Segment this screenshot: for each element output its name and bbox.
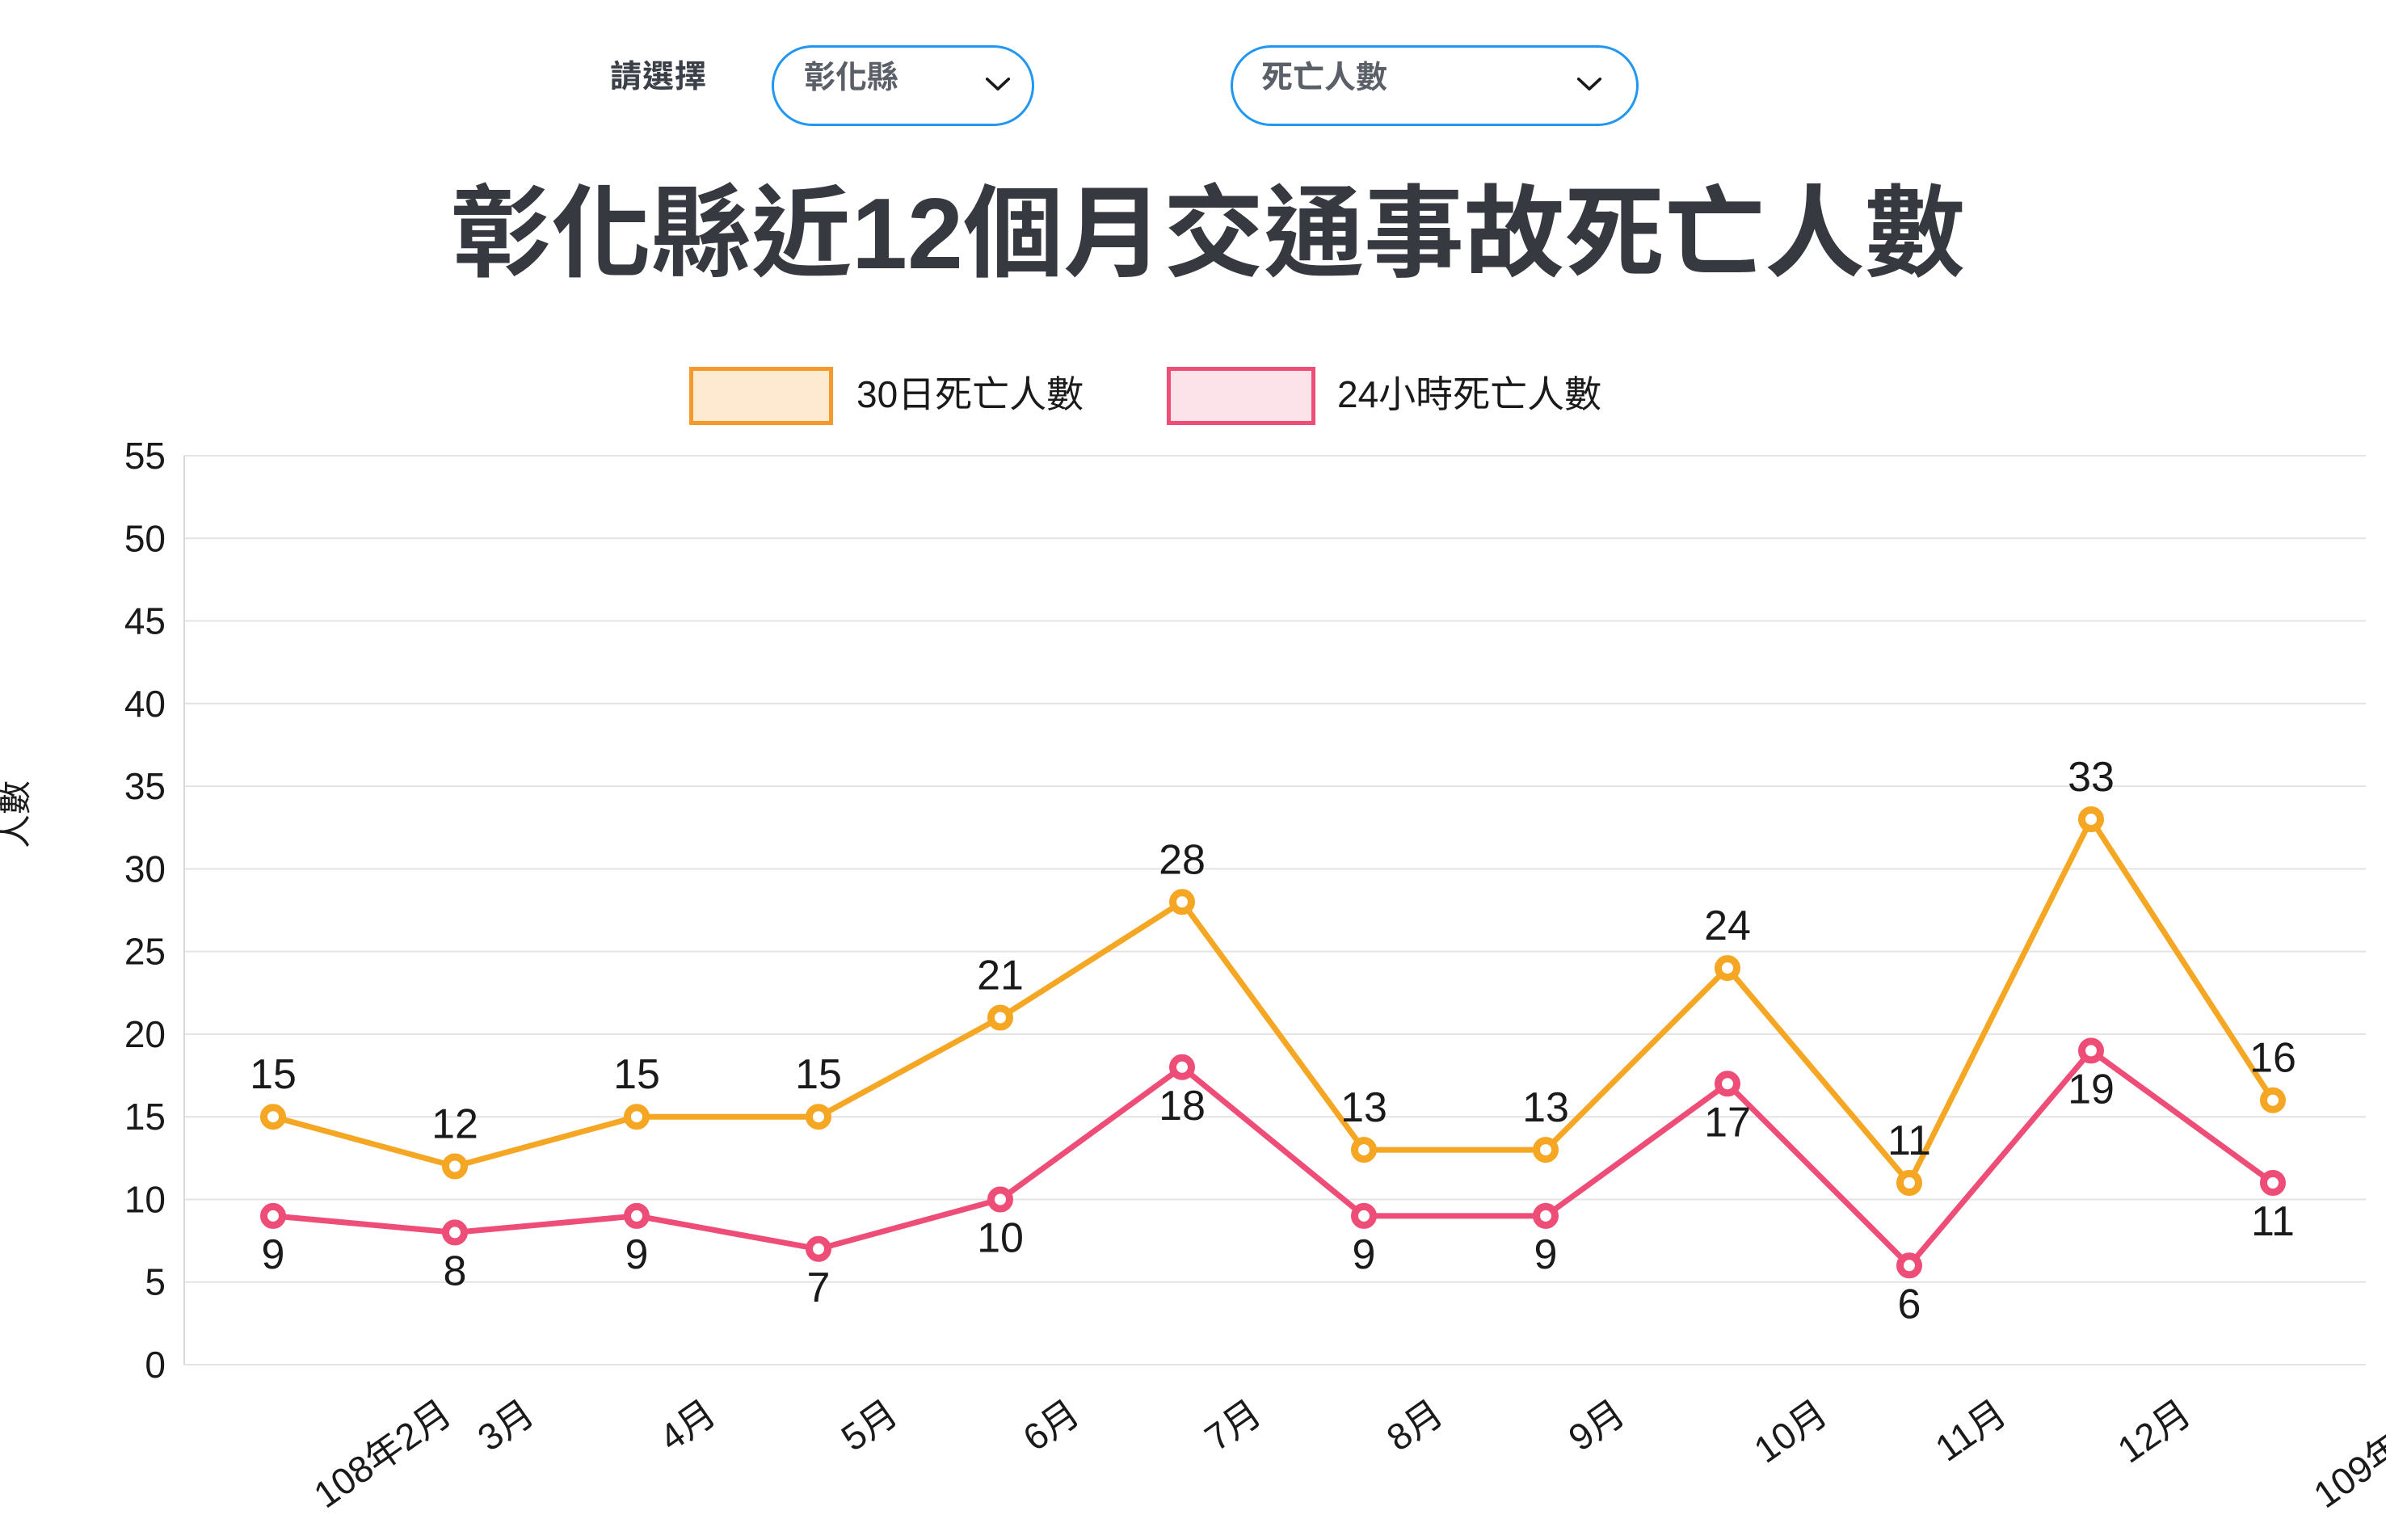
svg-text:33: 33 <box>2068 754 2115 801</box>
svg-text:6: 6 <box>1898 1281 1921 1328</box>
svg-text:10: 10 <box>977 1215 1024 1262</box>
svg-text:45: 45 <box>124 600 166 642</box>
svg-text:9: 9 <box>262 1231 285 1278</box>
svg-text:24: 24 <box>1704 903 1751 949</box>
svg-text:16: 16 <box>2249 1035 2296 1082</box>
svg-text:9: 9 <box>625 1231 649 1278</box>
svg-text:10: 10 <box>124 1179 166 1221</box>
svg-text:50: 50 <box>124 517 166 559</box>
svg-text:25: 25 <box>124 931 166 973</box>
svg-text:30: 30 <box>124 848 166 890</box>
svg-text:11: 11 <box>1887 1117 1931 1164</box>
svg-text:35: 35 <box>124 765 166 807</box>
svg-text:7: 7 <box>807 1264 831 1311</box>
svg-text:8: 8 <box>444 1248 467 1294</box>
svg-text:15: 15 <box>613 1051 660 1098</box>
svg-text:9: 9 <box>1353 1231 1376 1278</box>
svg-text:5: 5 <box>145 1261 166 1303</box>
svg-text:55: 55 <box>124 435 166 477</box>
svg-text:21: 21 <box>977 953 1024 999</box>
svg-text:15: 15 <box>250 1051 297 1098</box>
svg-text:11: 11 <box>2251 1198 2295 1245</box>
svg-text:40: 40 <box>124 683 166 725</box>
svg-text:18: 18 <box>1159 1083 1206 1130</box>
svg-text:15: 15 <box>124 1096 166 1138</box>
svg-text:15: 15 <box>795 1051 842 1098</box>
svg-text:17: 17 <box>1704 1099 1751 1146</box>
svg-text:13: 13 <box>1522 1084 1569 1131</box>
svg-text:12: 12 <box>431 1101 478 1148</box>
svg-text:28: 28 <box>1159 836 1206 883</box>
svg-text:0: 0 <box>145 1344 166 1386</box>
svg-text:9: 9 <box>1534 1231 1558 1278</box>
svg-text:20: 20 <box>124 1013 166 1055</box>
svg-text:13: 13 <box>1340 1084 1387 1131</box>
svg-text:19: 19 <box>2068 1066 2115 1113</box>
